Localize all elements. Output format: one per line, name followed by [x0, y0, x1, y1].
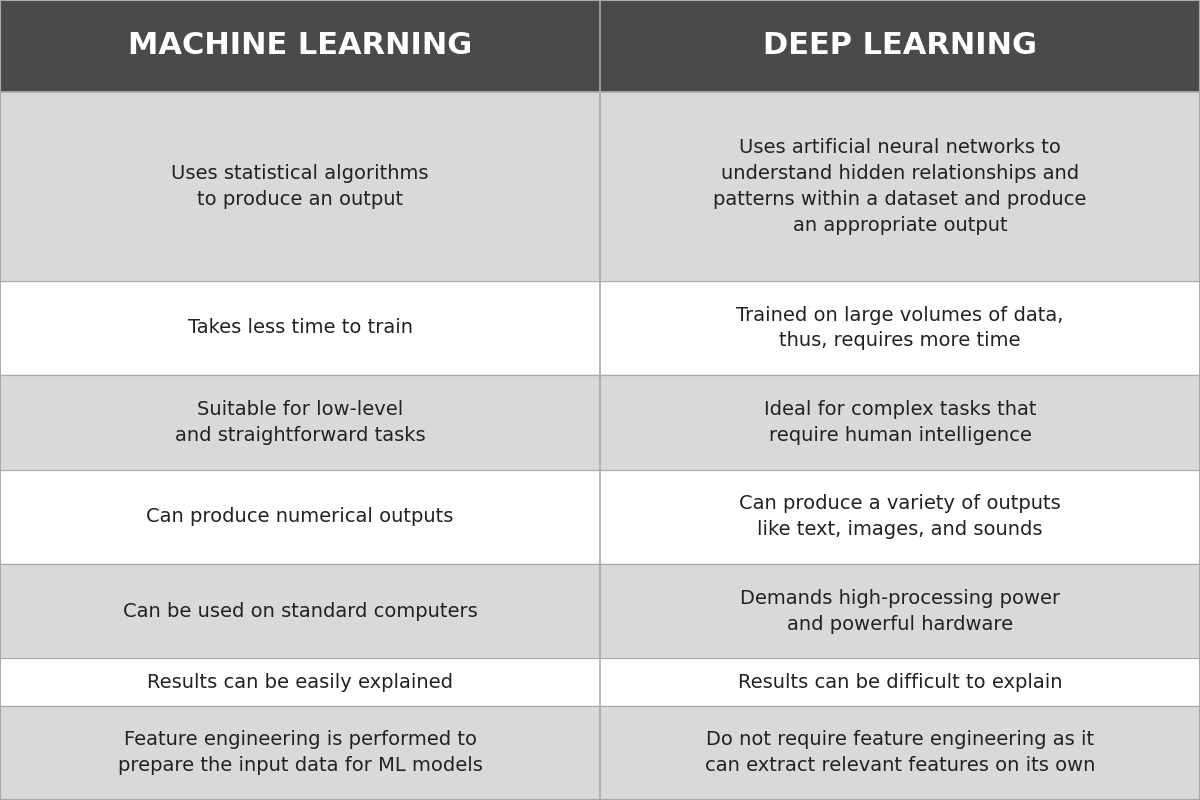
Bar [600, 706, 1200, 800]
Bar [600, 375, 1200, 470]
Text: Ideal for complex tasks that
require human intelligence: Ideal for complex tasks that require hum… [763, 400, 1037, 445]
Bar [0, 470, 600, 564]
Bar [600, 281, 1200, 375]
Bar [0, 92, 600, 281]
Text: Results can be easily explained: Results can be easily explained [148, 673, 454, 691]
Text: Demands high-processing power
and powerful hardware: Demands high-processing power and powerf… [740, 589, 1060, 634]
Text: Do not require feature engineering as it
can extract relevant features on its ow: Do not require feature engineering as it… [704, 730, 1096, 775]
Bar [0, 658, 600, 706]
Bar [0, 375, 600, 470]
Bar [0, 281, 600, 375]
Text: Takes less time to train: Takes less time to train [187, 318, 413, 338]
Text: Results can be difficult to explain: Results can be difficult to explain [738, 673, 1062, 691]
Text: Can produce numerical outputs: Can produce numerical outputs [146, 507, 454, 526]
Bar [0, 0, 1200, 92]
Text: Can be used on standard computers: Can be used on standard computers [122, 602, 478, 621]
Bar [0, 564, 600, 658]
Text: Suitable for low-level
and straightforward tasks: Suitable for low-level and straightforwa… [175, 400, 425, 445]
Bar [600, 658, 1200, 706]
Bar [0, 706, 600, 800]
Bar [600, 92, 1200, 281]
Text: MACHINE LEARNING: MACHINE LEARNING [128, 31, 472, 61]
Text: Uses artificial neural networks to
understand hidden relationships and
patterns : Uses artificial neural networks to under… [713, 138, 1087, 234]
Text: Can produce a variety of outputs
like text, images, and sounds: Can produce a variety of outputs like te… [739, 494, 1061, 539]
Text: Uses statistical algorithms
to produce an output: Uses statistical algorithms to produce a… [172, 164, 428, 209]
Text: DEEP LEARNING: DEEP LEARNING [763, 31, 1037, 61]
Text: Feature engineering is performed to
prepare the input data for ML models: Feature engineering is performed to prep… [118, 730, 482, 775]
Bar [600, 564, 1200, 658]
Text: Trained on large volumes of data,
thus, requires more time: Trained on large volumes of data, thus, … [737, 306, 1063, 350]
Bar [600, 470, 1200, 564]
